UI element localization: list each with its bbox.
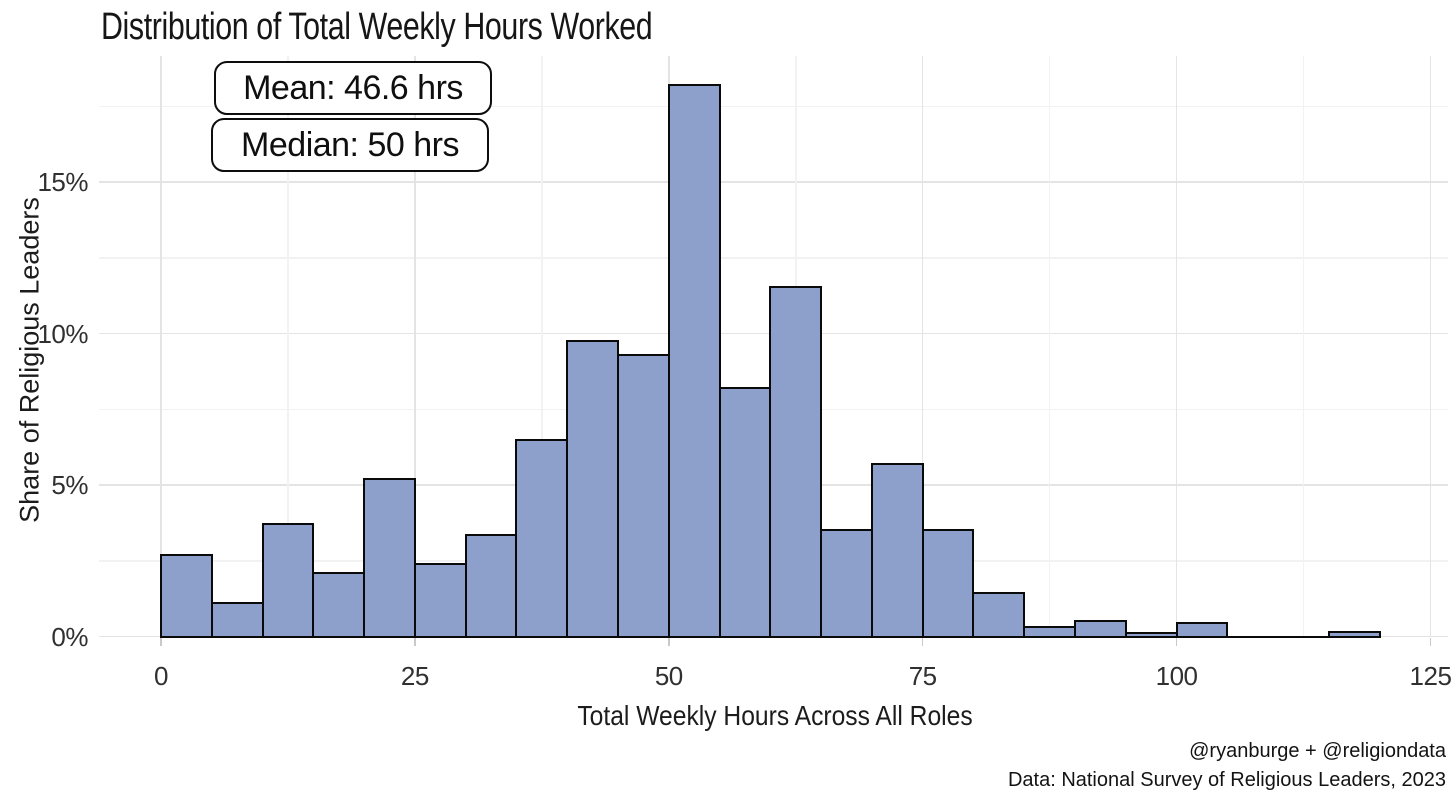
x-tick-label: 100 (1155, 661, 1198, 691)
histogram-bar (413, 562, 467, 638)
histogram-bar (921, 529, 975, 638)
histogram-bar (617, 353, 670, 638)
median-annotation-box: Median: 50 hrs (211, 118, 489, 172)
x-tick-mark (668, 638, 670, 646)
x-tick-label: 75 (908, 661, 937, 691)
gridline-major-vertical (1429, 56, 1432, 637)
gridline-minor-horizontal (99, 257, 1448, 259)
histogram-bar (1023, 626, 1077, 638)
x-tick-mark (1175, 638, 1178, 646)
gridline-major-vertical (1175, 56, 1178, 637)
histogram-bar (769, 285, 823, 638)
histogram-bar (363, 477, 416, 638)
x-tick-label: 125 (1409, 661, 1452, 691)
histogram-bar (160, 553, 213, 638)
histogram-bar (261, 523, 315, 638)
x-axis-title: Total Weekly Hours Across All Roles (577, 700, 973, 731)
y-axis-title: Share of Religious Leaders (14, 197, 45, 523)
median-annotation-label: Median: 50 hrs (241, 125, 459, 164)
chart-caption: @ryanburge + @religiondata Data: Nationa… (1008, 737, 1446, 795)
gridline-minor-vertical (541, 56, 543, 637)
histogram-bar (312, 571, 366, 638)
gridline-minor-horizontal (99, 105, 1448, 107)
gridline-minor-vertical (287, 56, 289, 637)
x-tick-mark (414, 638, 416, 646)
y-tick-label: 5% (51, 470, 88, 500)
histogram-bar-zero (1277, 636, 1330, 638)
x-tick-label: 0 (154, 661, 168, 691)
histogram-bar (972, 591, 1026, 638)
gridline-major-vertical (160, 56, 162, 637)
x-tick-mark (1429, 638, 1432, 646)
caption-authors: @ryanburge + @religiondata (1189, 740, 1446, 762)
mean-annotation-box: Mean: 46.6 hrs (214, 61, 492, 115)
histogram-bar (1327, 630, 1381, 638)
gridline-major-vertical (921, 56, 924, 637)
histogram-bar (464, 533, 518, 638)
histogram-bar-zero (1226, 636, 1280, 638)
gridline-major-horizontal (99, 181, 1448, 183)
gridline-minor-vertical (1302, 56, 1305, 637)
mean-annotation-label: Mean: 46.6 hrs (243, 68, 463, 107)
histogram-bar (718, 387, 772, 638)
histogram-bar (870, 462, 924, 638)
histogram-bar (667, 84, 721, 638)
x-tick-mark (921, 638, 924, 646)
y-tick-label: 0% (51, 621, 88, 652)
x-tick-label: 25 (400, 661, 429, 691)
caption-source: Data: National Survey of Religious Leade… (1007, 769, 1446, 791)
gridline-minor-vertical (1048, 56, 1051, 637)
histogram-bar (515, 438, 569, 638)
y-tick-label: 15% (37, 167, 88, 197)
x-tick-mark (160, 638, 162, 646)
histogram-bar (1175, 621, 1229, 638)
gridline-major-vertical (414, 56, 416, 637)
x-tick-label: 50 (654, 661, 683, 691)
histogram-bar (210, 602, 264, 638)
histogram-bar (1074, 620, 1127, 638)
histogram-bar (820, 529, 873, 638)
chart-title: Distribution of Total Weekly Hours Worke… (101, 6, 653, 48)
y-tick-label: 10% (37, 318, 88, 349)
histogram-bar (566, 340, 619, 638)
histogram-bar (1124, 632, 1178, 638)
